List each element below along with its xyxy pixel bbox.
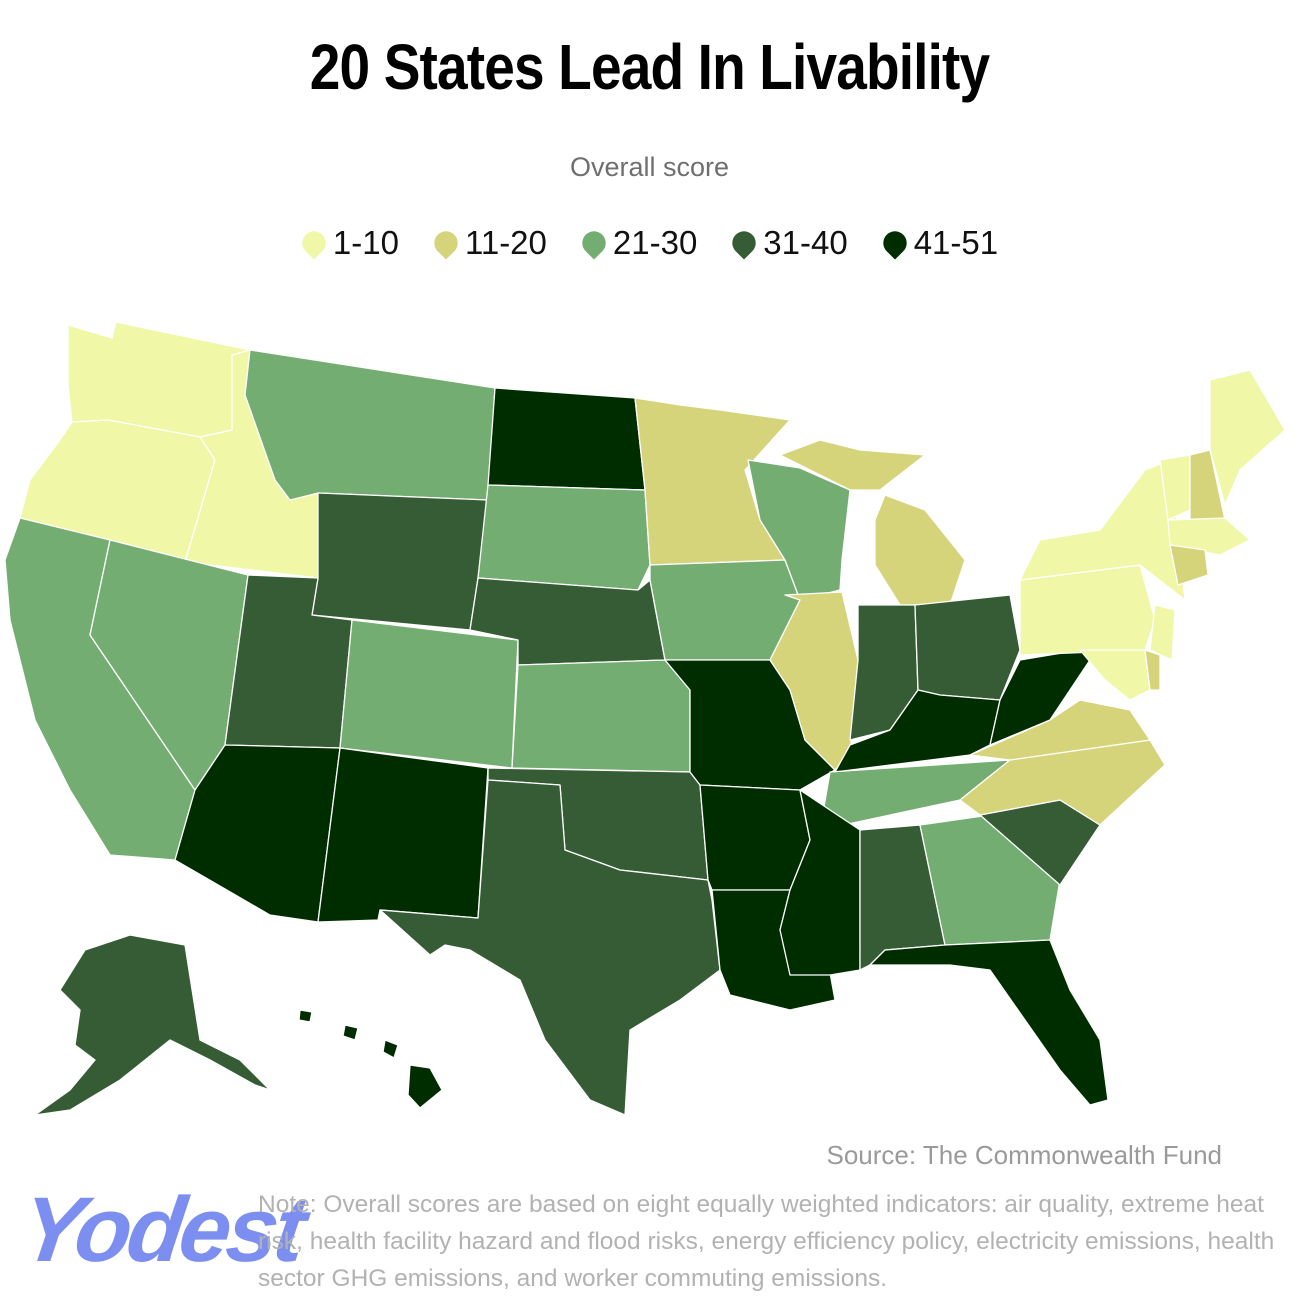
state-md <box>1079 649 1151 701</box>
state-ar <box>699 784 811 891</box>
legend-label: 21-30 <box>612 224 698 261</box>
state-fl <box>869 939 1109 1106</box>
us-choropleth-map <box>4 321 1286 1116</box>
state-wi <box>747 459 851 601</box>
state-mi-up <box>779 439 926 491</box>
state-co <box>339 619 519 769</box>
legend-swatch-1 <box>297 226 331 260</box>
state-wy <box>311 492 489 631</box>
legend-swatch-5 <box>878 226 912 260</box>
state-hi-maui <box>382 1039 399 1059</box>
state-nj <box>1149 604 1176 661</box>
legend-swatch-3 <box>577 226 611 260</box>
state-hi-kauai <box>298 1009 313 1023</box>
page-title: 20 States Lead In Livability <box>309 31 990 103</box>
legend-item-5: 41-51 <box>878 224 999 262</box>
state-ks <box>511 659 691 773</box>
state-wa <box>67 321 251 438</box>
legend-label: 41-51 <box>913 224 999 261</box>
state-mt <box>244 349 496 501</box>
state-ak <box>34 934 271 1116</box>
state-mi <box>874 494 966 606</box>
legend-swatch-4 <box>727 226 761 260</box>
source-note: Source: The Commonwealth Fund <box>826 1140 1223 1170</box>
legend-item-4: 31-40 <box>727 224 848 262</box>
state-ma <box>1167 517 1251 556</box>
state-tx <box>379 779 721 1116</box>
state-oh <box>914 594 1021 701</box>
legend-swatch-2 <box>429 226 463 260</box>
legend: 1-10 11-20 21-30 31-40 41-51 <box>0 224 1299 262</box>
legend-title: Overall score <box>569 152 730 182</box>
legend-label: 1-10 <box>332 224 399 261</box>
state-pa <box>1019 564 1156 656</box>
state-nm <box>317 747 489 923</box>
methodology-note: Note: Overall scores are based on eight … <box>258 1191 1275 1292</box>
legend-item-1: 1-10 <box>297 224 399 262</box>
state-mn <box>634 397 791 566</box>
state-sd <box>477 484 651 591</box>
state-hi <box>407 1064 443 1109</box>
legend-item-2: 11-20 <box>429 224 547 262</box>
state-ct <box>1169 544 1209 586</box>
legend-label: 31-40 <box>763 224 848 261</box>
state-nd <box>487 387 646 491</box>
state-de <box>1144 649 1161 691</box>
state-me <box>1209 369 1286 506</box>
state-il <box>769 591 859 771</box>
state-hi-oahu <box>342 1024 359 1041</box>
legend-item-3: 21-30 <box>577 224 698 262</box>
legend-label: 11-20 <box>464 224 547 261</box>
